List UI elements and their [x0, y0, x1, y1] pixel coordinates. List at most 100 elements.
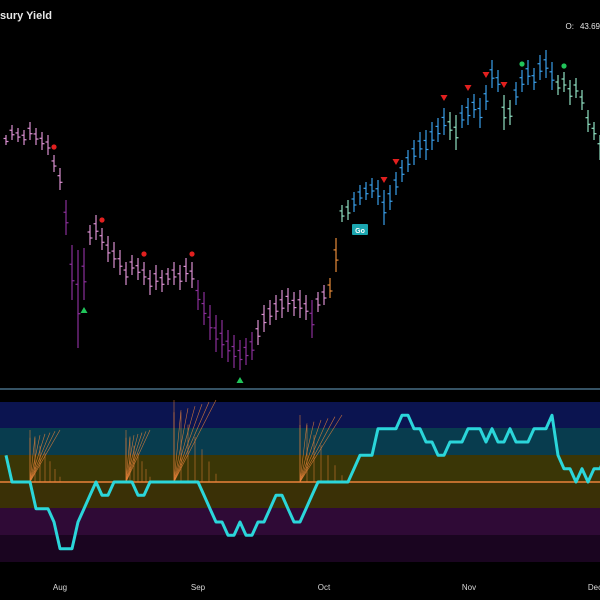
price-bar — [249, 332, 255, 360]
price-bar — [183, 258, 189, 282]
x-tick-label: Aug — [53, 583, 67, 592]
price-bar — [285, 288, 291, 312]
signal-markers — [51, 61, 567, 383]
price-bar — [219, 320, 225, 358]
price-bar — [297, 290, 303, 318]
price-bar — [357, 185, 363, 205]
price-bar — [483, 85, 489, 110]
price-bar — [423, 130, 429, 160]
price-bar — [39, 132, 45, 150]
price-bar — [579, 90, 585, 110]
signal-triangle-down — [380, 177, 388, 183]
price-bar — [567, 80, 573, 105]
signal-dot-green — [561, 63, 567, 69]
fan-line — [125, 433, 139, 483]
signal-triangle-down — [440, 95, 448, 101]
price-bar — [531, 68, 537, 90]
price-bar — [495, 70, 501, 92]
signal-dot-red — [189, 251, 195, 257]
fan-line — [173, 399, 217, 483]
fan-line — [29, 432, 51, 483]
oscillator-series — [4, 413, 600, 551]
price-bar — [417, 132, 423, 158]
price-bar — [411, 140, 417, 165]
price-bar — [213, 315, 219, 352]
chart-title: sury Yield — [0, 10, 52, 22]
price-bar — [87, 225, 93, 245]
signal-dot-red — [99, 217, 105, 223]
price-bars — [3, 50, 600, 370]
fan-line — [299, 423, 308, 483]
price-bar — [585, 110, 591, 132]
price-bar — [141, 262, 147, 285]
price-bar — [69, 245, 75, 300]
price-bar — [309, 300, 315, 338]
price-bar — [231, 335, 237, 368]
x-tick-label: Sep — [191, 583, 206, 592]
price-bar — [159, 270, 165, 292]
fan-line — [299, 419, 322, 483]
go-label: Go — [352, 224, 368, 235]
price-bar — [471, 94, 477, 118]
price-bar — [387, 185, 393, 210]
price-bar — [153, 265, 159, 290]
price-bar — [45, 135, 51, 155]
price-bar — [33, 128, 39, 145]
fan-line — [125, 436, 131, 483]
price-bar — [207, 305, 213, 340]
price-bar — [351, 192, 357, 212]
price-bar — [393, 172, 399, 195]
price-bar — [363, 182, 369, 200]
ohlc-value: 43.69 — [579, 22, 600, 31]
price-bar — [375, 180, 381, 205]
price-bar — [75, 250, 81, 348]
signal-dot-red — [51, 144, 57, 150]
price-bar — [327, 278, 333, 298]
price-bar — [381, 190, 387, 225]
price-bar — [225, 330, 231, 362]
signal-triangle-up — [236, 377, 244, 383]
oscillator-line — [4, 413, 600, 551]
price-bar — [465, 98, 471, 125]
go-label-box — [352, 224, 368, 235]
x-axis-ticks: Aug Sep Oct Nov Dec — [53, 583, 600, 592]
price-bar — [81, 248, 87, 300]
price-bar — [165, 268, 171, 285]
price-bar — [339, 205, 345, 222]
price-bar — [321, 285, 327, 305]
price-bar — [333, 238, 339, 272]
price-bar — [519, 70, 525, 92]
price-bar — [273, 295, 279, 320]
price-bar — [255, 320, 261, 345]
price-bar — [279, 290, 285, 318]
fan-line — [29, 431, 56, 483]
signal-triangle-down — [392, 159, 400, 165]
price-bar — [237, 340, 243, 370]
price-bar — [513, 82, 519, 105]
fan-line — [125, 432, 143, 483]
price-bar — [27, 122, 33, 140]
fan-line — [173, 408, 189, 483]
fan-line — [173, 403, 203, 483]
price-bar — [267, 300, 273, 325]
fan-line — [299, 414, 343, 483]
price-bar — [303, 295, 309, 320]
price-bar — [441, 108, 447, 135]
band-3 — [0, 482, 600, 508]
fan-line — [173, 406, 196, 483]
price-bar — [93, 215, 99, 240]
price-bar — [459, 105, 465, 128]
fan-line — [173, 401, 210, 483]
price-bar — [405, 150, 411, 172]
price-bar — [135, 258, 141, 280]
fan-line — [29, 429, 61, 483]
ohlc-readout: O: 43.69 — [566, 22, 600, 31]
price-bar — [261, 305, 267, 332]
price-bar — [3, 135, 9, 145]
x-tick-label: Oct — [318, 583, 331, 592]
fan-line — [29, 436, 36, 483]
fan-line — [125, 429, 151, 483]
fan-line — [29, 435, 41, 483]
price-bar — [171, 262, 177, 285]
price-bar — [501, 95, 507, 130]
